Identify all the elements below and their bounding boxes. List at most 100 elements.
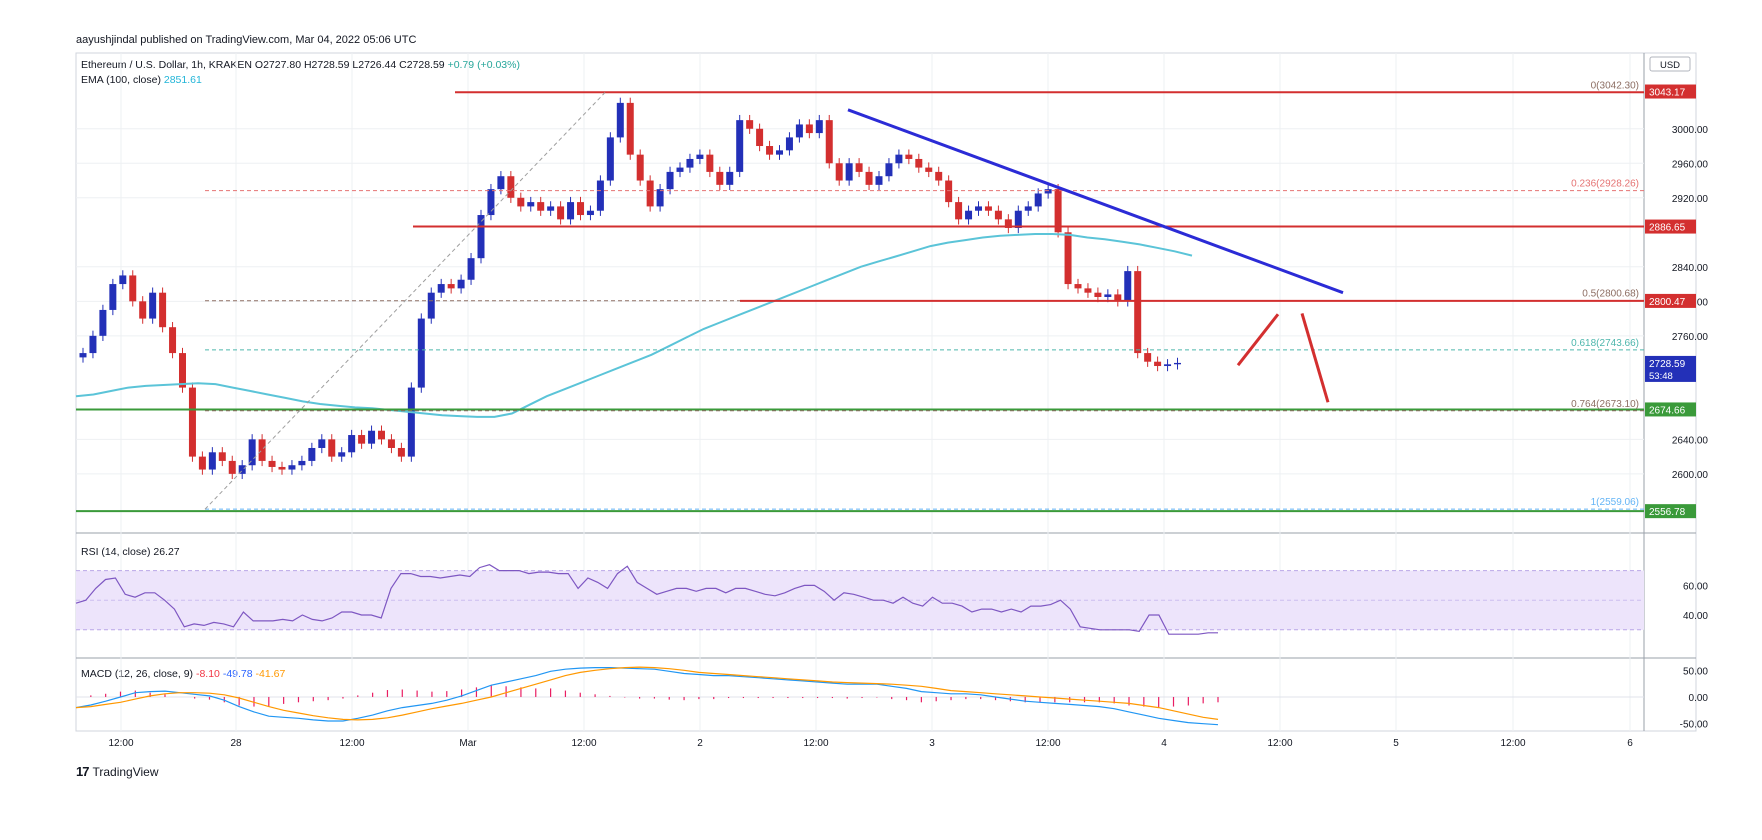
candle-body [527, 202, 535, 207]
tradingview-brand: TradingView [92, 764, 159, 779]
candle-body [218, 452, 226, 461]
tradingview-logo-icon: 17 [76, 764, 90, 779]
candle-body [258, 439, 266, 461]
candle-body [726, 171, 734, 185]
symbol-name: Ethereum / U.S. Dollar, 1h, KRAKEN [81, 59, 252, 71]
candle-body [437, 284, 445, 293]
publish-attribution: aayushjindal published on TradingView.co… [76, 34, 417, 46]
candle-body [875, 176, 883, 185]
candle-body [298, 460, 306, 466]
candle-body [79, 353, 87, 358]
price-tick-label: 2920.00 [1672, 194, 1709, 205]
candle-body [497, 176, 505, 190]
candle-body [646, 180, 654, 207]
candle-body [596, 180, 604, 211]
macd-tick-label: 0.00 [1689, 693, 1709, 704]
candle-body [746, 120, 754, 129]
candle-body [766, 146, 774, 155]
candle-body [666, 171, 674, 190]
candle-body [686, 158, 694, 168]
x-tick-label: 3 [929, 738, 935, 749]
price-label-text: 2556.78 [1649, 507, 1686, 518]
candle-body [945, 180, 953, 203]
candle-body [169, 327, 177, 354]
candle-body [577, 202, 584, 216]
candle-body [616, 102, 624, 138]
candle-body [935, 171, 943, 181]
candle-body [278, 466, 286, 470]
ema-value: 2851.61 [163, 74, 202, 86]
candle-body [656, 189, 664, 207]
candle-body [358, 435, 366, 444]
candle-body [1114, 294, 1122, 302]
candle-body [477, 215, 485, 259]
fib-level-label: 0(3042.30) [1591, 80, 1639, 91]
candle-body [159, 292, 167, 328]
candle-body [835, 163, 843, 181]
x-tick-label: 12:00 [571, 738, 596, 749]
candle-body [994, 210, 1002, 220]
candle-body [915, 158, 923, 168]
candle-body [348, 435, 356, 453]
candle-body [1144, 353, 1152, 362]
candle-body [736, 120, 744, 172]
candle-body [328, 439, 336, 457]
candle-body [1054, 189, 1062, 233]
candle-body [427, 292, 435, 319]
price-tick-label: 2960.00 [1672, 159, 1709, 170]
candle-body [1134, 271, 1142, 354]
price-change: +0.79 (+0.03%) [447, 59, 520, 71]
descending-trendline [847, 108, 1344, 295]
price-label-countdown: 53:48 [1649, 371, 1673, 382]
candle-body [109, 284, 117, 310]
candle-body [387, 439, 395, 448]
macd-line-value: -49.78 [222, 668, 253, 680]
price-label-text: 2886.65 [1649, 223, 1686, 234]
candle-body [547, 206, 555, 211]
candle-body [975, 206, 982, 211]
candle-body [368, 430, 376, 444]
ema-100-line [75, 233, 1193, 418]
rsi-tick-label: 40.00 [1683, 611, 1708, 622]
candle-body [457, 279, 465, 289]
price-label-box [1645, 355, 1696, 382]
candle-body [706, 154, 714, 172]
candle-body [447, 284, 455, 289]
candle-body [338, 452, 346, 457]
chart-frame [75, 52, 1697, 732]
candle-body [557, 206, 565, 220]
candle-body [1174, 362, 1181, 365]
x-tick-label: 12:00 [1035, 738, 1060, 749]
candle-body [149, 292, 157, 319]
x-tick-label: 12:00 [803, 738, 828, 749]
currency-label: USD [1660, 60, 1680, 71]
rsi-legend: RSI (14, close) 26.27 [81, 546, 180, 558]
macd-tick-label: 50.00 [1683, 666, 1708, 677]
candle-body [397, 447, 405, 457]
price-tick-label: 3000.00 [1672, 125, 1709, 136]
candle-body [865, 171, 873, 185]
x-tick-label: 12:00 [1500, 738, 1525, 749]
candle-body [198, 456, 206, 470]
candle-body [407, 387, 415, 457]
candle-body [905, 154, 913, 159]
candle-body [1044, 189, 1052, 194]
price-label-box [1645, 293, 1696, 308]
tradingview-logo[interactable]: 17 TradingView [76, 764, 159, 779]
candle-body [1084, 288, 1092, 293]
x-tick-label: 4 [1161, 738, 1167, 749]
candle-body [567, 202, 575, 220]
price-label-box [1645, 84, 1696, 99]
candle-body [268, 460, 276, 467]
candle-body [1094, 292, 1102, 297]
candle-body [1164, 364, 1172, 367]
fib-level-label: 0.764(2673.10) [1571, 399, 1639, 410]
x-tick-label: 2 [697, 738, 703, 749]
candle-body [89, 335, 97, 354]
candle-body [1004, 219, 1012, 228]
candle-body [139, 301, 147, 319]
x-tick-label: 12:00 [108, 738, 133, 749]
candle-body [188, 387, 196, 457]
candle-body [467, 258, 475, 280]
